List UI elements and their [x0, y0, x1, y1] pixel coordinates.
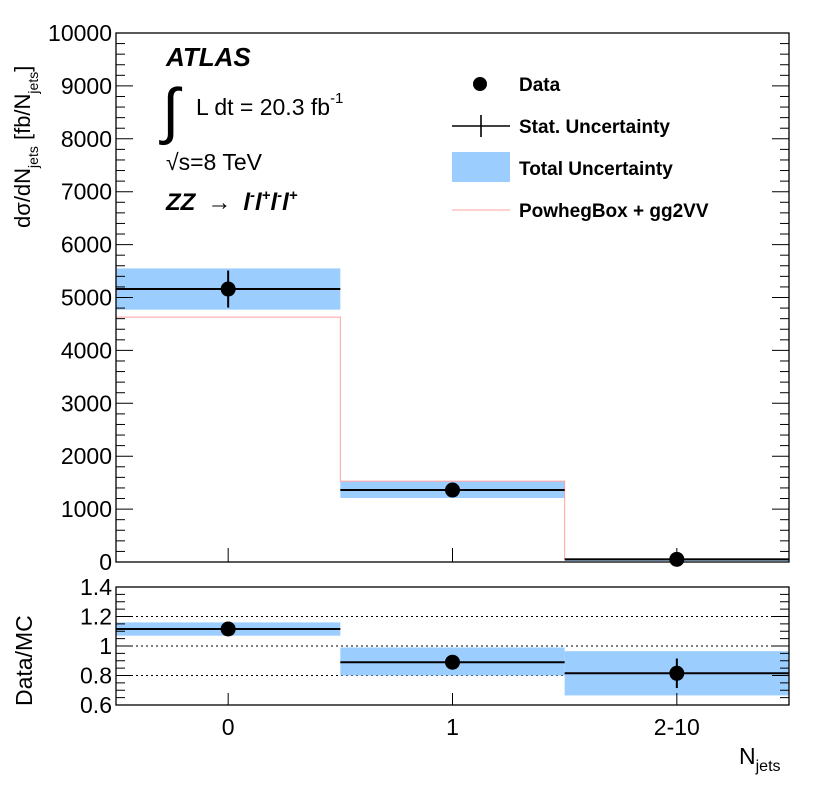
- main-y-axis-title-unit-sub: jets: [25, 72, 41, 95]
- sqrt-sign: √: [166, 149, 179, 175]
- main-total-uncertainty-bands: [116, 268, 789, 561]
- process-zz: ZZ: [165, 189, 197, 216]
- legend-data-label: Data: [519, 75, 561, 96]
- process-label: ZZ → l-l+l-l+: [165, 187, 298, 216]
- energy-text: s=8 TeV: [179, 149, 263, 175]
- x-axis-title-main: N: [739, 743, 756, 769]
- main-y-axis-title-unit-close: ]: [10, 66, 35, 72]
- main-y-axis-title-unit: [fb/N: [10, 94, 35, 147]
- process-minus-2: -: [277, 187, 282, 204]
- luminosity-exponent: -1: [330, 90, 343, 107]
- main-y-tick-label-7: 7000: [61, 179, 112, 205]
- main-y-tick-label-6: 6000: [61, 232, 112, 258]
- ratio-y-tick-label-3: 1.2: [80, 604, 112, 630]
- legend-data-marker: [473, 77, 487, 91]
- main-y-tick-label-8: 8000: [61, 126, 112, 152]
- main-y-axis-title: dσ/dNjets [fb/Njets]: [10, 66, 41, 228]
- experiment-label: ATLAS: [165, 42, 251, 72]
- x-category-label-0: 0: [222, 714, 235, 740]
- process-l4: l: [282, 189, 290, 216]
- main-y-axis-title-symbol: dσ/dN: [10, 168, 35, 228]
- luminosity-text: L dt = 20.3 fb: [196, 94, 330, 120]
- main-data-series: [116, 270, 789, 567]
- x-category-label-2: 2-10: [654, 714, 700, 740]
- process-l2: l: [255, 189, 263, 216]
- x-category-label-1: 1: [446, 714, 459, 740]
- main-y-tick-label-2: 2000: [61, 443, 112, 469]
- ratio-data-point-0: [220, 621, 236, 637]
- main-y-axis-title-symbol-sub: jets: [25, 146, 41, 169]
- process-plus-2: +: [289, 187, 298, 204]
- main-y-tick-label-9: 9000: [61, 73, 112, 99]
- luminosity-label: L dt = 20.3 fb-1: [196, 90, 343, 120]
- main-y-tick-label-4: 4000: [61, 337, 112, 363]
- main-data-point-0: [220, 281, 236, 297]
- ratio-y-tick-label-4: 1.4: [80, 574, 112, 600]
- ratio-data-point-1: [445, 654, 460, 670]
- ratio-data-point-2: [669, 665, 685, 681]
- legend-total-label: Total Uncertainty: [519, 159, 673, 180]
- ratio-axes: 0.6 0.8 1 1.2 1.4 0 1 2-10: [80, 574, 789, 740]
- legend-total-marker: [452, 152, 510, 182]
- process-l1: l: [243, 189, 251, 216]
- ratio-plot-frame: [115, 586, 790, 706]
- integral-sign: ∫: [159, 77, 183, 146]
- x-axis-title-sub: jets: [755, 758, 781, 775]
- ratio-y-tick-label-2: 1: [99, 633, 112, 659]
- energy-label: √s=8 TeV: [166, 149, 263, 175]
- ratio-y-tick-label-0: 0.6: [80, 692, 112, 718]
- process-l3: l: [270, 189, 278, 216]
- main-y-tick-label-1: 1000: [61, 496, 112, 522]
- main-prediction-histogram: [116, 316, 790, 562]
- ratio-y-tick-label-1: 0.8: [80, 663, 112, 689]
- main-axes: 0 1000 2000 3000 4000 5000 6000 7000 8000 9000 100…: [48, 20, 789, 575]
- main-y-tick-label-0: 0: [99, 549, 112, 575]
- process-plus-1: +: [262, 187, 271, 204]
- process-minus-1: -: [250, 187, 255, 204]
- main-plot-frame: [115, 32, 790, 563]
- main-y-tick-label-5: 5000: [61, 285, 112, 311]
- legend-stat-label: Stat. Uncertainty: [519, 117, 670, 138]
- process-arrow: →: [207, 189, 231, 216]
- main-y-tick-label-10: 10000: [48, 20, 112, 46]
- main-y-tick-label-3: 3000: [61, 390, 112, 416]
- main-data-point-1: [445, 482, 460, 498]
- legend: Data Stat. Uncertainty Total Uncertainty…: [452, 75, 709, 222]
- legend-mc-label: PowhegBox + gg2VV: [519, 201, 709, 222]
- ratio-data-series: [116, 621, 789, 689]
- ratio-y-axis-title: Data/MC: [11, 615, 37, 706]
- main-prediction-line: [116, 316, 790, 562]
- x-axis-title: Njets: [739, 743, 781, 775]
